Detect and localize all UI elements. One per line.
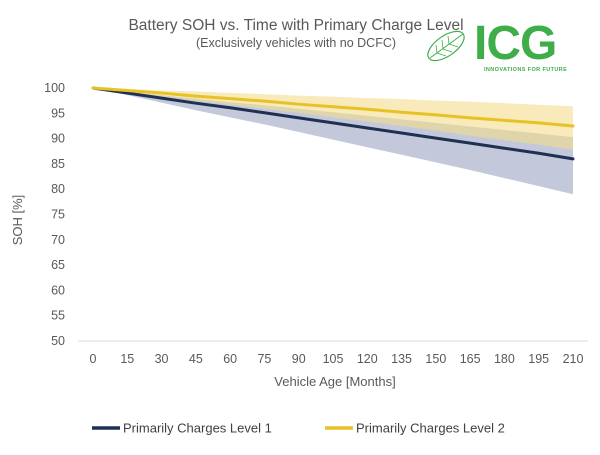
- x-tick-label: 210: [563, 352, 584, 366]
- x-axis-label: Vehicle Age [Months]: [274, 374, 395, 389]
- confidence-band-1: [93, 88, 573, 195]
- logo: ICG INNOVATIONS FOR FUTURE: [427, 17, 567, 73]
- y-tick-label: 85: [51, 157, 65, 171]
- x-tick-label: 195: [528, 352, 549, 366]
- series-line-1: [91, 86, 575, 161]
- legend: Primarily Charges Level 1 Primarily Charg…: [92, 421, 505, 436]
- y-tick-label: 50: [51, 334, 65, 348]
- y-tick-label: 100: [44, 81, 65, 95]
- logo-text: ICG: [474, 17, 556, 70]
- confidence-band-2: [93, 88, 573, 150]
- y-tick-label: 95: [51, 106, 65, 120]
- x-tick-label: 75: [257, 352, 271, 366]
- x-tick-label: 30: [155, 352, 169, 366]
- legend-label-1: Primarily Charges Level 1: [123, 421, 272, 436]
- leaf-icon: [427, 30, 465, 62]
- y-tick-label: 80: [51, 182, 65, 196]
- x-tick-label: 60: [223, 352, 237, 366]
- x-tick-label: 180: [494, 352, 515, 366]
- x-tick-label: 90: [292, 352, 306, 366]
- series-line-2: [91, 86, 575, 128]
- logo-tagline: INNOVATIONS FOR FUTURE: [484, 67, 567, 73]
- y-tick-label: 65: [51, 258, 65, 272]
- x-tick-label: 0: [90, 352, 97, 366]
- x-tick-label: 15: [120, 352, 134, 366]
- x-tick-label: 135: [391, 352, 412, 366]
- x-tick-label: 45: [189, 352, 203, 366]
- x-tick-label: 165: [460, 352, 481, 366]
- y-tick-label: 70: [51, 233, 65, 247]
- x-axis-ticks: 0 15 30 45 60 75 90 105 120 135 150 165 180 195 210: [90, 352, 584, 366]
- x-tick-label: 150: [425, 352, 446, 366]
- chart-title: Battery SOH vs. Time with Primary Charge…: [128, 17, 463, 34]
- legend-label-2: Primarily Charges Level 2: [356, 421, 505, 436]
- confidence-bands: [93, 88, 573, 195]
- y-tick-label: 90: [51, 132, 65, 146]
- x-tick-label: 105: [323, 352, 344, 366]
- y-tick-label: 75: [51, 208, 65, 222]
- y-tick-label: 55: [51, 309, 65, 323]
- series-lines: [91, 86, 575, 161]
- y-axis-ticks: 50 55 60 65 70 75 80 85 90 95 100: [44, 81, 65, 348]
- chart-subtitle: (Exclusively vehicles with no DCFC): [196, 36, 396, 50]
- x-tick-label: 120: [357, 352, 378, 366]
- y-axis-label: SOH [%]: [10, 195, 25, 246]
- y-tick-label: 60: [51, 283, 65, 297]
